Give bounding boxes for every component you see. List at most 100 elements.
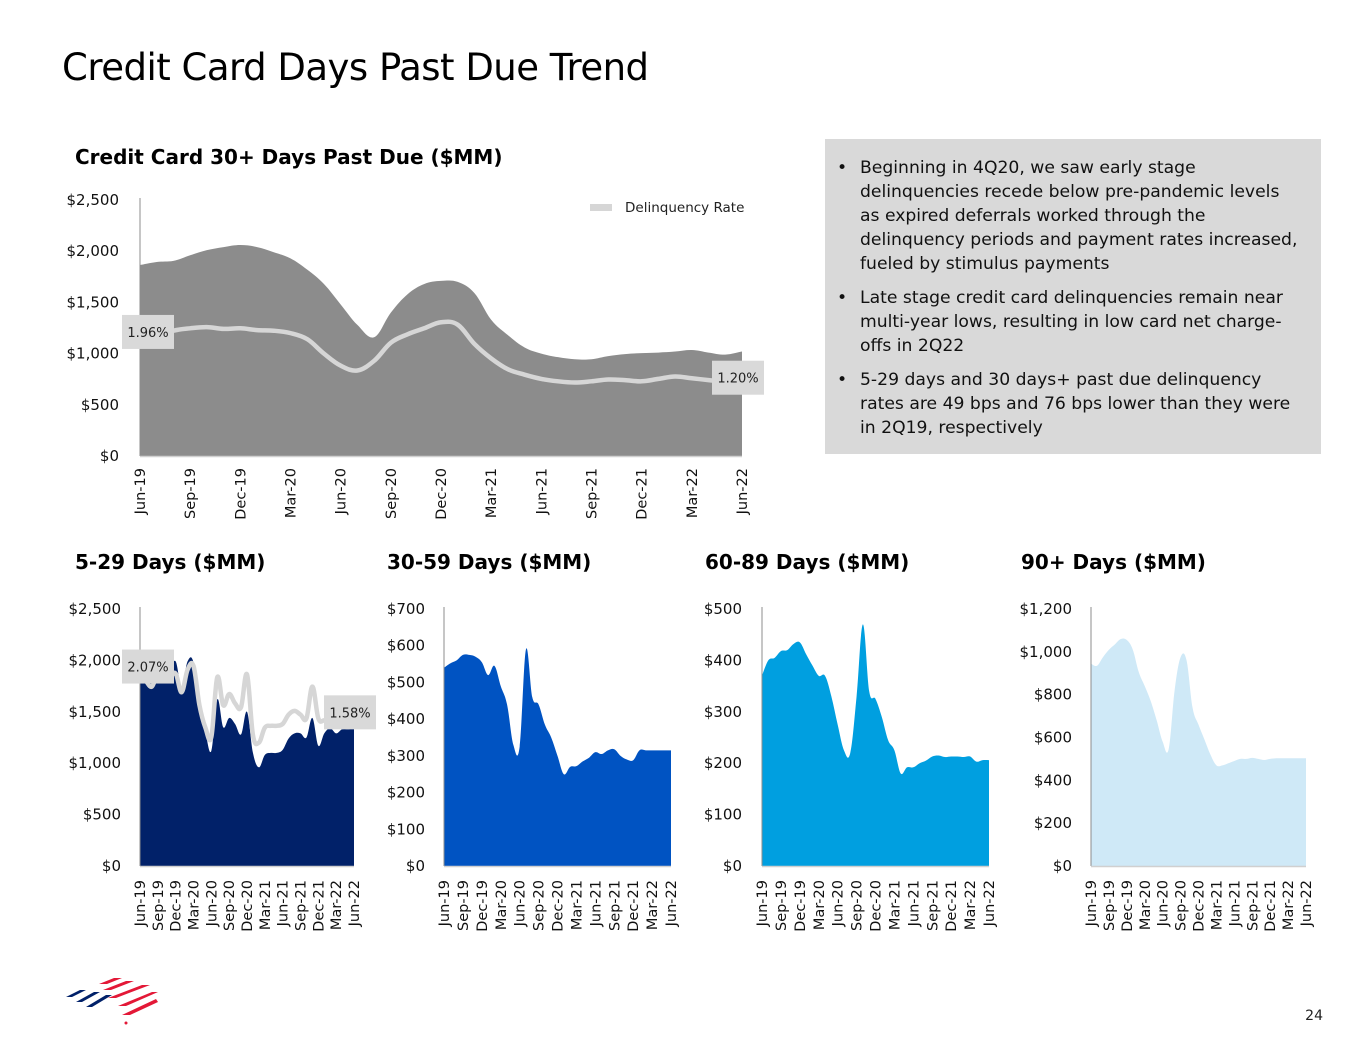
x-tick-label: Dec-19	[233, 468, 249, 520]
y-tick-label: $600	[387, 637, 425, 655]
chart-main: $0 $500 $1,000 $1,500 $2,000 $2,500 1.96% 1.20%…	[67, 191, 764, 520]
y-tick-label: $100	[387, 820, 425, 838]
y-tick-label: $500	[704, 600, 742, 618]
x-tick-label: Dec-20	[1192, 880, 1208, 932]
x-tick-label: Mar-20	[284, 468, 300, 518]
x-tick-label: Jun-19	[133, 468, 149, 515]
x-tick-label: Dec-20	[551, 880, 567, 932]
x-tick-label: Sep-20	[384, 468, 400, 519]
x-tick-label: Sep-21	[294, 880, 310, 931]
y-tick-label: $200	[704, 754, 742, 772]
area-series	[140, 657, 354, 866]
x-tick-label: Dec-19	[793, 880, 809, 932]
data-label-box	[712, 360, 764, 395]
y-tick-label: $800	[1034, 686, 1072, 704]
x-tick-label: Mar-22	[963, 880, 979, 930]
y-tick-label: $200	[387, 784, 425, 802]
x-tick-label: Mar-22	[329, 880, 345, 930]
x-tick-label: Sep-19	[456, 880, 472, 931]
x-tick-label: Sep-21	[1245, 880, 1261, 931]
bullet-icon: •	[837, 370, 848, 390]
x-tick-label: Mar-21	[1209, 880, 1225, 930]
x-tick-label: Jun-21	[1227, 880, 1243, 927]
x-tick-label: Dec-19	[169, 880, 185, 932]
x-tick-label: Jun-20	[334, 468, 350, 515]
x-tick-label: Jun-22	[982, 880, 998, 927]
x-tick-label: Dec-20	[869, 880, 885, 932]
x-tick-label: Sep-19	[1102, 880, 1118, 931]
y-tick-label: $200	[1034, 814, 1072, 832]
y-tick-label: $1,000	[69, 754, 122, 772]
x-tick-label: Sep-20	[1174, 880, 1190, 931]
x-tick-label: Sep-21	[925, 880, 941, 931]
x-tick-label: Jun-22	[347, 880, 363, 927]
x-tick-label: Jun-22	[664, 880, 680, 927]
commentary-list: • Beginning in 4Q20, we saw early stage d…	[837, 156, 1301, 440]
commentary-bullet: • Late stage credit card delinquencies re…	[837, 286, 1301, 358]
delinquency-rate-line	[137, 319, 745, 386]
y-tick-label: $2,500	[69, 600, 122, 618]
y-tick-label: $1,000	[67, 345, 120, 363]
commentary-bullet: • 5-29 days and 30 days+ past due delinqu…	[837, 368, 1301, 440]
x-tick-label: Jun-19	[133, 880, 149, 927]
x-tick-label: Sep-21	[607, 880, 623, 931]
x-tick-label: Dec-20	[240, 880, 256, 932]
chart-title-5-29: 5-29 Days ($MM)	[75, 550, 266, 574]
chart-title-90-plus: 90+ Days ($MM)	[1021, 550, 1206, 574]
y-tick-label: $0	[723, 857, 742, 875]
y-tick-label: $700	[387, 600, 425, 618]
x-tick-label: Sep-20	[222, 880, 238, 931]
x-tick-label: Jun-22	[735, 468, 751, 515]
y-tick-label: $500	[387, 673, 425, 691]
chart-d5_29: $0 $500 $1,000 $1,500 $2,000 $2,500 2.07% 1.58%…	[69, 600, 376, 932]
x-tick-label: Mar-21	[258, 880, 274, 930]
x-tick-label: Sep-19	[151, 880, 167, 931]
x-tick-label: Jun-21	[534, 468, 550, 515]
page-title: Credit Card Days Past Due Trend	[62, 46, 649, 89]
y-tick-label: $600	[1034, 729, 1072, 747]
x-tick-label: Dec-21	[635, 468, 651, 520]
data-label: 2.07%	[127, 661, 168, 676]
x-tick-label: Dec-21	[311, 880, 327, 932]
chart-d60_89: $0 $100 $200 $300 $400 $500 Jun-19 Sep-19 Dec-19…	[704, 600, 998, 932]
y-tick-label: $0	[406, 857, 425, 875]
x-tick-label: Dec-21	[626, 880, 642, 932]
x-tick-label: Dec-19	[475, 880, 491, 932]
y-tick-label: $2,500	[67, 191, 120, 209]
x-tick-label: Mar-22	[1281, 880, 1297, 930]
page-number: 24	[1305, 1008, 1323, 1024]
y-tick-label: $400	[1034, 771, 1072, 789]
x-tick-label: Sep-21	[585, 468, 601, 519]
x-tick-label: Mar-20	[494, 880, 510, 930]
commentary-text: Late stage credit card delinquencies rem…	[860, 288, 1283, 356]
x-tick-label: Jun-20	[831, 880, 847, 927]
main-chart-title: Credit Card 30+ Days Past Due ($MM)	[75, 145, 503, 169]
y-tick-label: $100	[704, 806, 742, 824]
x-tick-label: Jun-19	[437, 880, 453, 927]
x-tick-label: Jun-21	[588, 880, 604, 927]
chart-title-60-89: 60-89 Days ($MM)	[705, 550, 910, 574]
x-tick-label: Jun-20	[204, 880, 220, 927]
y-tick-label: $1,500	[69, 703, 122, 721]
x-tick-label: Sep-19	[774, 880, 790, 931]
x-tick-label: Mar-22	[645, 880, 661, 930]
bank-logo-icon	[66, 978, 158, 1025]
bullet-icon: •	[837, 158, 848, 178]
data-label-box	[324, 695, 376, 730]
y-tick-label: $300	[704, 703, 742, 721]
x-tick-label: Mar-22	[685, 468, 701, 518]
area-series	[140, 245, 742, 456]
area-series	[762, 624, 989, 866]
commentary-text: Beginning in 4Q20, we saw early stage de…	[860, 158, 1298, 274]
bullet-icon: •	[837, 288, 848, 308]
legend-label: Delinquency Rate	[625, 200, 744, 216]
x-tick-label: Sep-20	[850, 880, 866, 931]
x-tick-label: Mar-21	[569, 880, 585, 930]
data-label-box	[122, 314, 174, 349]
x-tick-label: Mar-20	[187, 880, 203, 930]
x-tick-label: Mar-20	[1138, 880, 1154, 930]
delinquency-rate-line	[137, 660, 357, 747]
